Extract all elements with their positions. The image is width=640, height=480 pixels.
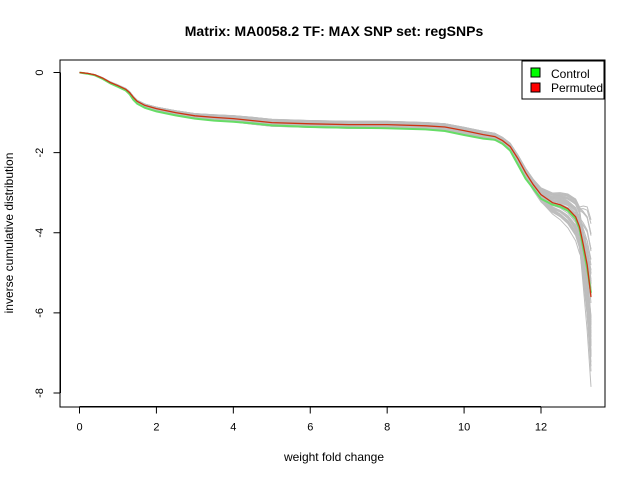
background-curve (79, 72, 592, 250)
y-tick-label: -4 (34, 228, 46, 238)
background-curve (79, 72, 592, 252)
background-curve (79, 72, 592, 284)
background-curve (79, 72, 592, 387)
background-curve (79, 72, 592, 344)
background-curve (79, 72, 592, 285)
background-curve (79, 72, 592, 356)
y-tick-label: 0 (34, 69, 46, 75)
series-line-permuted (79, 71, 592, 297)
legend-label-permuted: Permuted (551, 81, 603, 95)
background-curve (79, 72, 592, 347)
legend-swatch-permuted (530, 82, 541, 93)
background-curve (79, 72, 592, 358)
background-curve (79, 72, 592, 292)
x-tick-label: 0 (76, 422, 82, 434)
y-tick-label: -8 (34, 388, 46, 398)
background-curve (79, 72, 592, 341)
background-curve (79, 72, 592, 295)
background-curve (79, 72, 592, 275)
background-curve (79, 72, 592, 284)
background-curve (79, 72, 592, 356)
background-curve (79, 72, 592, 344)
background-curve (79, 72, 592, 266)
x-tick-label: 8 (384, 422, 390, 434)
x-axis-title: weight fold change (283, 450, 384, 464)
y-tick-label: -6 (34, 308, 46, 318)
legend-label-control: Control (551, 67, 590, 81)
x-axis: 0 2 4 6 8 10 12 (76, 406, 547, 434)
legend: Control Permuted (521, 60, 605, 100)
background-curve (79, 72, 592, 289)
y-tick-label: -2 (34, 148, 46, 158)
background-curve (79, 72, 592, 271)
y-axis-title: inverse cumulative distribution (2, 153, 16, 314)
background-curve (79, 72, 592, 297)
background-curve (79, 72, 592, 250)
background-curve (79, 72, 592, 274)
series-line-control (79, 71, 592, 293)
background-curve (79, 72, 592, 343)
background-curve (79, 72, 592, 295)
plot-area-frame (59, 59, 606, 408)
background-curve (79, 72, 592, 290)
background-curve (79, 72, 592, 367)
background-curve (79, 72, 592, 220)
x-tick-label: 10 (458, 422, 470, 434)
background-curve (79, 72, 592, 224)
background-curve (79, 72, 592, 280)
background-curve (79, 72, 592, 298)
background-curve (79, 72, 592, 282)
background-curve (79, 72, 592, 351)
y-axis: 0 -2 -4 -6 -8 (34, 69, 61, 398)
x-tick-label: 6 (307, 422, 313, 434)
background-curve (79, 72, 592, 288)
background-curve (79, 72, 592, 346)
x-tick-label: 4 (230, 422, 236, 434)
background-curve (79, 72, 592, 271)
background-curve (79, 72, 592, 260)
background-curve (79, 72, 592, 355)
background-curve (79, 72, 592, 347)
background-curves (79, 72, 592, 387)
chart-title: Matrix: MA0058.2 TF: MAX SNP set: regSNP… (185, 23, 484, 39)
x-tick-label: 12 (535, 422, 547, 434)
background-curve (79, 72, 592, 282)
legend-box (521, 60, 605, 100)
background-curve (79, 72, 592, 372)
x-tick-label: 2 (153, 422, 159, 434)
legend-swatch-control (530, 67, 541, 78)
background-curve (79, 72, 592, 363)
series-lines (79, 71, 592, 297)
background-curve (79, 72, 592, 353)
